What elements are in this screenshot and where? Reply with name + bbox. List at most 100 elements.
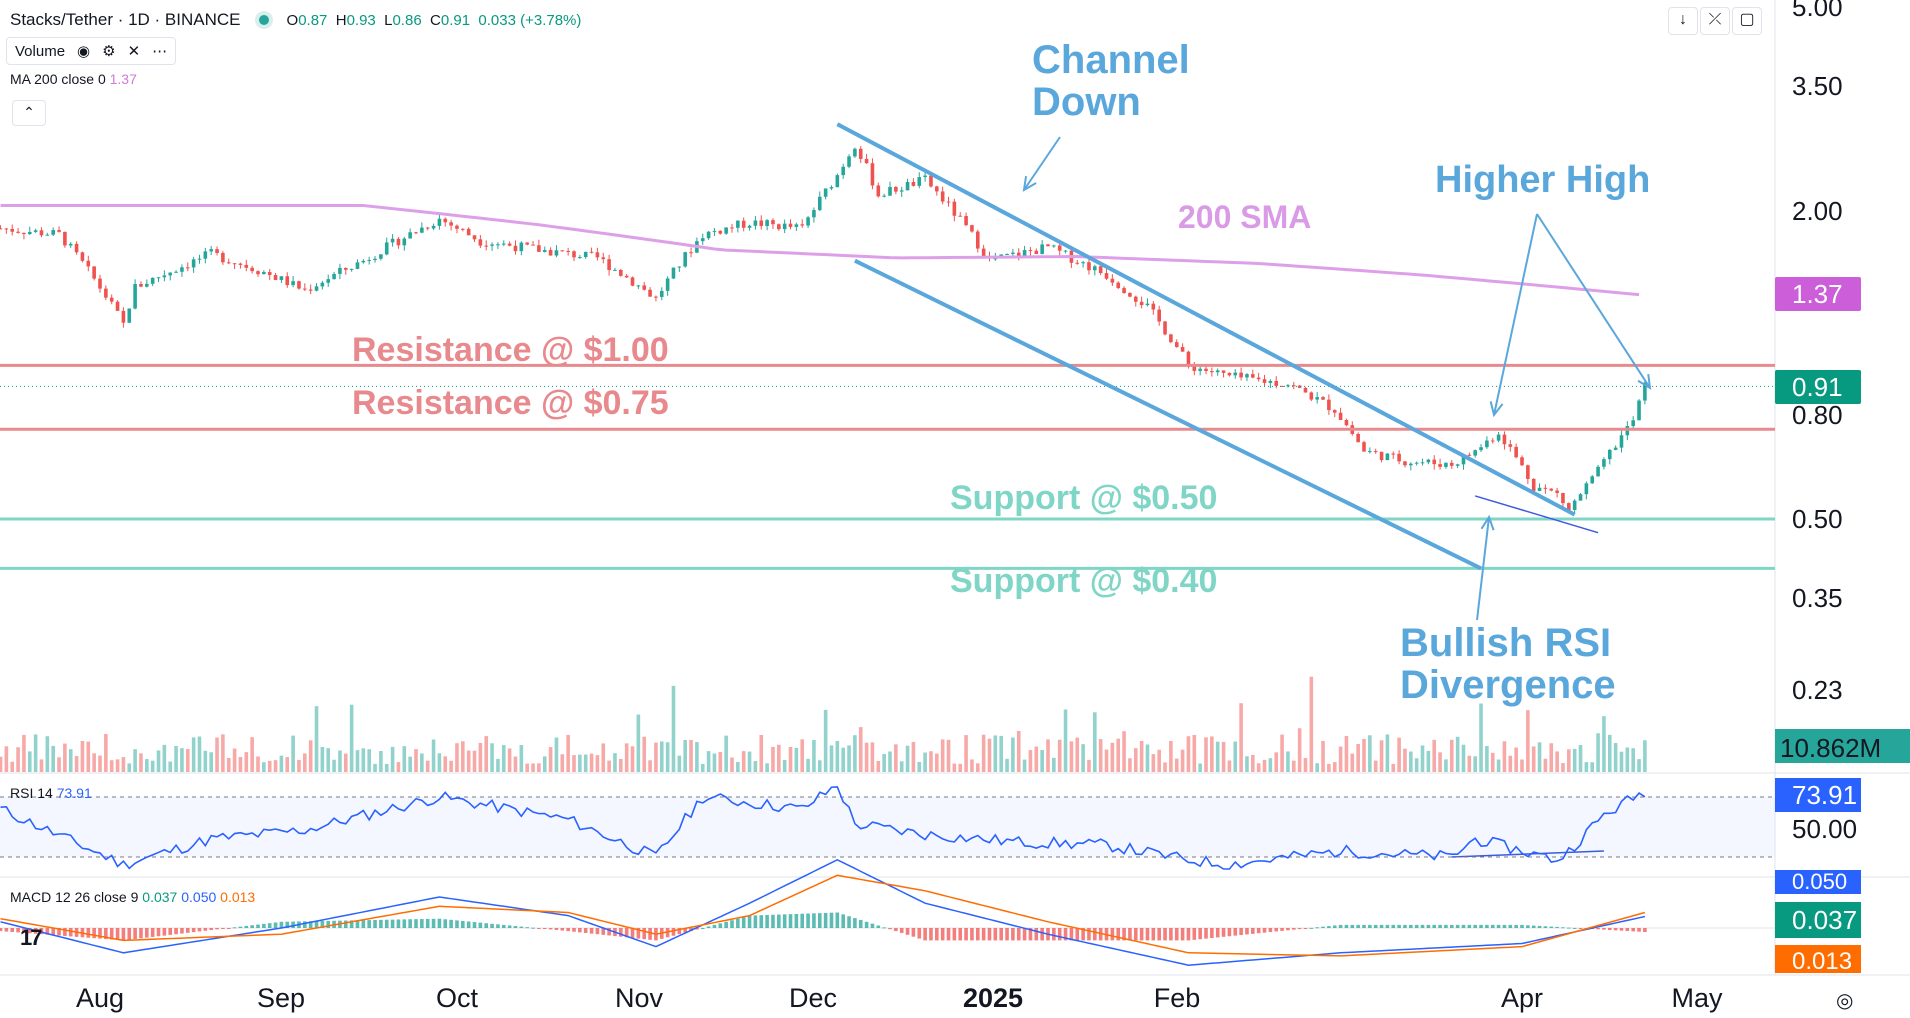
candle[interactable] xyxy=(98,278,102,289)
symbol-title[interactable]: Stacks/Tether · 1D · BINANCE xyxy=(10,10,241,29)
candle[interactable] xyxy=(1280,385,1284,387)
candle[interactable] xyxy=(817,196,822,211)
candle[interactable] xyxy=(1643,382,1647,401)
candle[interactable] xyxy=(841,166,845,176)
candle[interactable] xyxy=(1204,368,1208,372)
candle[interactable] xyxy=(981,248,986,257)
candle[interactable] xyxy=(537,245,541,252)
candle[interactable] xyxy=(384,242,389,255)
candle[interactable] xyxy=(332,273,336,280)
candle[interactable] xyxy=(1637,400,1641,421)
candle[interactable] xyxy=(1602,459,1606,467)
candle[interactable] xyxy=(1485,440,1489,448)
candle[interactable] xyxy=(946,201,951,203)
candle[interactable] xyxy=(777,224,781,230)
candle[interactable] xyxy=(1391,453,1396,455)
candle[interactable] xyxy=(1122,288,1126,294)
candle[interactable] xyxy=(542,249,547,252)
candle[interactable] xyxy=(461,228,465,230)
channel-line[interactable] xyxy=(854,258,1482,571)
candle[interactable] xyxy=(1590,476,1595,484)
candle[interactable] xyxy=(297,281,301,289)
candle[interactable] xyxy=(1444,462,1448,467)
candle[interactable] xyxy=(747,225,752,228)
candle[interactable] xyxy=(1233,372,1238,376)
candle[interactable] xyxy=(1157,309,1161,322)
candle[interactable] xyxy=(753,220,758,226)
candle[interactable] xyxy=(1245,374,1249,378)
candle[interactable] xyxy=(109,297,114,302)
candle[interactable] xyxy=(203,251,208,259)
move-down-icon[interactable]: ↓ xyxy=(1668,7,1698,35)
candle[interactable] xyxy=(1397,453,1401,462)
candle[interactable] xyxy=(700,238,705,242)
candle[interactable] xyxy=(1332,410,1337,413)
more-icon[interactable]: ⋯ xyxy=(152,43,168,60)
candle[interactable] xyxy=(905,182,910,191)
candle[interactable] xyxy=(1496,434,1501,441)
candle[interactable] xyxy=(929,175,933,187)
candle[interactable] xyxy=(303,288,307,290)
candle[interactable] xyxy=(1256,377,1261,380)
candle[interactable] xyxy=(1110,278,1115,283)
candle[interactable] xyxy=(683,252,687,267)
candle[interactable] xyxy=(1473,450,1477,456)
candle[interactable] xyxy=(654,296,658,298)
candle[interactable] xyxy=(256,271,260,275)
candle[interactable] xyxy=(835,175,840,188)
candle[interactable] xyxy=(800,224,805,226)
candle[interactable] xyxy=(1508,444,1513,447)
candle[interactable] xyxy=(1016,252,1021,257)
candle[interactable] xyxy=(191,259,196,268)
candle[interactable] xyxy=(1022,250,1027,257)
candle[interactable] xyxy=(1063,250,1068,252)
candle[interactable] xyxy=(1368,451,1372,453)
candle[interactable] xyxy=(1081,262,1085,264)
settings-gear-icon[interactable]: ◎ xyxy=(1836,990,1854,1012)
candle[interactable] xyxy=(1215,370,1220,373)
candle[interactable] xyxy=(338,267,342,274)
candle[interactable] xyxy=(1139,301,1144,306)
candle[interactable] xyxy=(1356,433,1360,443)
candle[interactable] xyxy=(27,231,32,235)
candle[interactable] xyxy=(57,230,61,232)
candle[interactable] xyxy=(279,276,284,280)
candle[interactable] xyxy=(1520,457,1524,466)
candle[interactable] xyxy=(935,186,939,192)
candle[interactable] xyxy=(449,222,453,226)
candle[interactable] xyxy=(437,218,442,226)
candle[interactable] xyxy=(74,243,79,253)
candle[interactable] xyxy=(858,148,863,159)
candle[interactable] xyxy=(519,242,524,252)
candle[interactable] xyxy=(829,187,834,189)
candle[interactable] xyxy=(1461,454,1466,465)
candle[interactable] xyxy=(1151,303,1156,310)
candle[interactable] xyxy=(911,182,916,186)
candle[interactable] xyxy=(232,263,237,265)
candle[interactable] xyxy=(63,231,67,246)
candle[interactable] xyxy=(759,220,764,226)
candle[interactable] xyxy=(1251,374,1255,378)
candle[interactable] xyxy=(1303,387,1308,393)
candle[interactable] xyxy=(1268,380,1273,383)
candle[interactable] xyxy=(308,289,313,291)
candle[interactable] xyxy=(1286,385,1290,387)
candle[interactable] xyxy=(1596,466,1600,477)
candle[interactable] xyxy=(1239,372,1243,378)
candle[interactable] xyxy=(156,277,161,279)
candle[interactable] xyxy=(320,282,325,287)
candle[interactable] xyxy=(121,310,126,323)
candle[interactable] xyxy=(185,267,190,269)
candle[interactable] xyxy=(490,244,494,246)
candle[interactable] xyxy=(1438,464,1442,467)
candle[interactable] xyxy=(326,279,331,283)
candle[interactable] xyxy=(1543,487,1548,489)
candle[interactable] xyxy=(361,260,366,263)
candle[interactable] xyxy=(501,243,506,245)
candle[interactable] xyxy=(1046,244,1050,247)
candle[interactable] xyxy=(1420,462,1425,464)
candle[interactable] xyxy=(619,269,623,276)
candle[interactable] xyxy=(706,231,711,239)
candle[interactable] xyxy=(794,224,799,227)
candle[interactable] xyxy=(741,220,746,228)
